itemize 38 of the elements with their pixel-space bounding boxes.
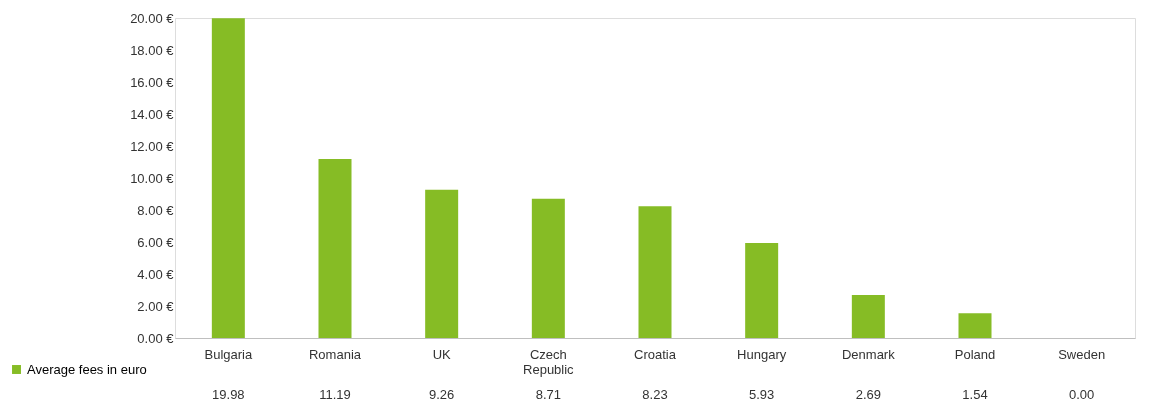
x-tick-label: Romania — [308, 346, 362, 362]
y-tick-label: 4.00 € — [137, 266, 175, 282]
x-tick-label: Croatia — [634, 346, 677, 362]
text: 11.19 — [319, 387, 351, 402]
y-tick-label: 20.00 € — [130, 10, 175, 26]
text: 8.23 — [642, 387, 668, 402]
x-tick-label: UK — [432, 346, 452, 362]
text: 9.26 — [429, 387, 455, 402]
x-tick-label: Bulgaria — [204, 346, 253, 362]
text: 19.98 — [212, 387, 245, 402]
bar — [638, 206, 672, 338]
y-tick-label: 18.00 € — [130, 42, 175, 58]
bar — [531, 198, 565, 338]
bar — [851, 294, 885, 338]
bar — [425, 189, 459, 338]
x-tick-label: Denmark — [841, 346, 896, 362]
text: 1.54 — [962, 387, 988, 402]
y-tick-label: 16.00 € — [130, 74, 175, 90]
text: 2.69 — [855, 387, 881, 402]
y-tick-label: 14.00 € — [130, 106, 175, 122]
y-tick-label: 8.00 € — [137, 202, 175, 218]
text: 5.93 — [749, 387, 775, 402]
x-tick-label: Sweden — [1058, 346, 1106, 362]
text: 8.71 — [535, 387, 561, 402]
bar — [318, 158, 352, 338]
y-tick-label: 0.00 € — [137, 330, 175, 346]
bar — [958, 313, 992, 338]
y-tick-label: 2.00 € — [137, 298, 175, 314]
x-tick-label: Hungary — [737, 346, 787, 362]
bar — [211, 18, 245, 338]
bar — [745, 243, 779, 338]
y-tick-label: 12.00 € — [130, 138, 175, 154]
legend-label: Average fees in euro — [27, 361, 147, 377]
y-tick-label: 6.00 € — [137, 234, 175, 250]
text: 0.00 — [1069, 387, 1095, 402]
x-tick-label: Poland — [954, 346, 996, 362]
y-tick-label: 10.00 € — [130, 170, 175, 186]
x-tick-label: Czech Republic — [523, 346, 575, 377]
